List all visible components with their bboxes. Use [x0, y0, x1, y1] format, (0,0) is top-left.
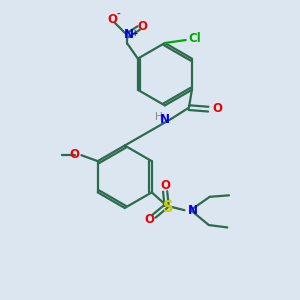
- Text: +: +: [131, 28, 137, 38]
- Text: N: N: [160, 113, 170, 126]
- Text: N: N: [124, 28, 134, 41]
- Text: O: O: [160, 179, 170, 192]
- Text: S: S: [163, 200, 173, 215]
- Text: -: -: [117, 10, 120, 19]
- Text: O: O: [69, 148, 79, 160]
- Text: O: O: [145, 213, 155, 226]
- Text: Cl: Cl: [188, 32, 201, 45]
- Text: N: N: [188, 204, 198, 217]
- Text: O: O: [137, 20, 147, 33]
- Text: H: H: [155, 112, 163, 122]
- Text: O: O: [107, 13, 117, 26]
- Text: O: O: [213, 102, 223, 115]
